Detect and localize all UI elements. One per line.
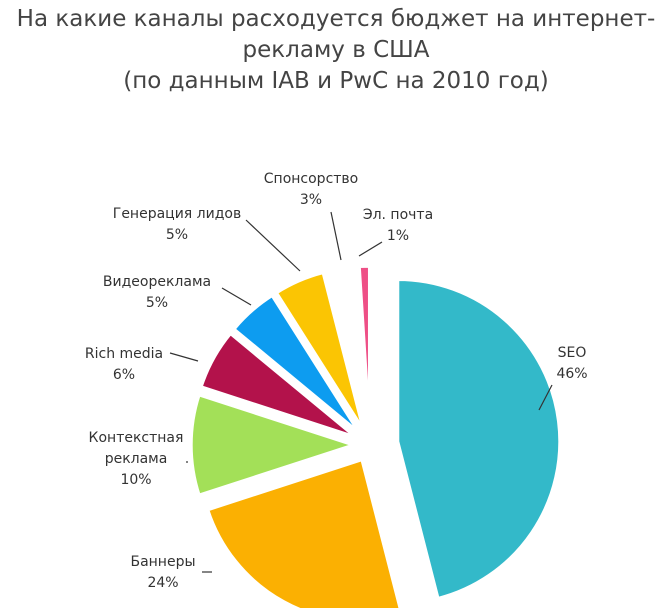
- slice-name-label: реклама: [105, 451, 168, 467]
- chart-title-line-1: На какие каналы расходуется бюджет на ин…: [16, 6, 656, 32]
- slice-name-label: Эл. почта: [363, 207, 433, 223]
- pie-slice: [357, 264, 371, 429]
- leader-line: [538, 384, 553, 411]
- pie-slice: [396, 277, 562, 601]
- pie-slice: [205, 457, 402, 608]
- slice-value-label: 3%: [300, 192, 322, 208]
- slice-name-label: SEO: [558, 345, 587, 361]
- chart-title-line-3: (по данным IAB и PwC на 2010 год): [123, 68, 549, 94]
- slice-label: Генерация лидов 5%: [113, 206, 241, 243]
- slice-value-label: 46%: [556, 366, 587, 382]
- slice-label: Контекстная реклама 10%: [89, 430, 184, 488]
- slice-name-label: Контекстная: [89, 430, 184, 446]
- slice-label: SEO 46%: [556, 345, 587, 382]
- pie-slice: [199, 331, 357, 439]
- pie-slice: [231, 293, 361, 434]
- slice-name-label: Видеореклама: [103, 274, 211, 290]
- slice-value-label: 5%: [146, 295, 168, 311]
- slice-value-label: 10%: [120, 472, 151, 488]
- leader-line: [169, 352, 199, 362]
- leader-line: [245, 219, 301, 272]
- leader-line: [330, 211, 342, 261]
- chart-title-line-2: рекламу в США: [242, 37, 430, 63]
- slice-value-label: 1%: [387, 228, 409, 244]
- slice-name-label: Спонсорство: [264, 171, 358, 187]
- slice-label: Эл. почта 1%: [363, 207, 433, 244]
- slice-label: Спонсорство 3%: [264, 171, 358, 208]
- pie-slice: [325, 265, 369, 429]
- slice-label: Баннеры 24%: [130, 554, 195, 591]
- slice-name-label: Баннеры: [130, 554, 195, 570]
- slice-label: Rich media 6%: [85, 346, 163, 383]
- slice-name-label: Rich media: [85, 346, 163, 362]
- leader-line: [221, 287, 252, 306]
- pie-slice: [189, 393, 359, 497]
- chart-title: На какие каналы расходуется бюджет на ин…: [0, 4, 672, 97]
- slice-value-label: 6%: [113, 367, 135, 383]
- slice-value-label: 5%: [166, 227, 188, 243]
- pie-slice: [274, 270, 365, 431]
- slice-value-label: 24%: [147, 575, 178, 591]
- slice-name-label: Генерация лидов: [113, 206, 241, 222]
- leader-line: [358, 241, 383, 257]
- slice-label: Видеореклама 5%: [103, 274, 211, 311]
